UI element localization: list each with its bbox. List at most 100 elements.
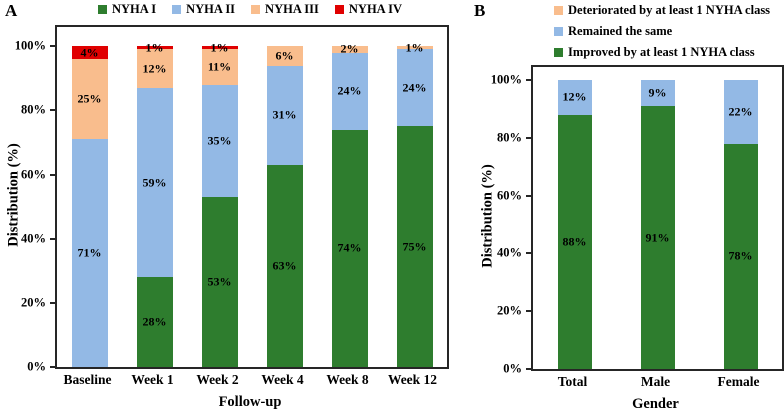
bar-segment-value-label: 31%	[272, 107, 297, 122]
legend-item: NYHA IV	[334, 2, 402, 17]
bar-segment-value-label: 35%	[207, 133, 232, 148]
plot-scale: 0% 20% 40% 60% 80% 100% 88% 12% 91% 9% 78% 22%	[491, 73, 782, 376]
bar-segment-value-label: 74%	[337, 240, 362, 255]
bar-segment: 12%	[557, 80, 592, 115]
panel-b-letter: B	[474, 1, 486, 20]
bar-segment: 6%	[266, 46, 303, 66]
y-axis-tick	[526, 79, 533, 82]
legend-item: NYHA III	[251, 2, 319, 17]
bar-segment-value-label: 22%	[728, 104, 753, 119]
stacked-bar-week-8: 74% 24% 2%	[331, 42, 368, 367]
x-category-label: Female	[718, 374, 760, 390]
y-axis-tick	[526, 194, 533, 197]
x-category-text: Female	[717, 374, 760, 389]
stacked-bar-total: 88% 12%	[557, 80, 592, 369]
panel-b-legend: Deteriorated by at least 1 NYHA class Rem…	[554, 3, 770, 60]
x-category-text: Week 2	[196, 372, 239, 387]
panel-a-plot-area: 0% 20% 40% 60% 80% 100% 71% 25% 4% 28% 59% 12% 1% 53%…	[15, 25, 449, 374]
bar-segment-value-label: 75%	[402, 239, 427, 254]
legend-swatch-icon	[554, 27, 563, 36]
y-tick-label: 60%	[21, 167, 46, 182]
legend-label: NYHA I	[111, 2, 157, 16]
x-category-text: Total	[557, 374, 588, 389]
y-tick-label: 60%	[497, 188, 522, 203]
bar-segment-value-label: 71%	[77, 245, 102, 260]
panel-b-y-axis-title: Distribution (%)	[479, 164, 496, 268]
x-category-text: Week 1	[131, 372, 174, 387]
bar-segment-value-label: 1%	[405, 40, 424, 55]
stacked-bar-female: 78% 22%	[723, 80, 758, 369]
legend-swatch-icon	[554, 6, 563, 15]
bar-segment-value-label: 28%	[142, 314, 167, 329]
stacked-bar-week-1: 28% 59% 12% 1%	[136, 40, 173, 367]
bar-segment-value-label: 91%	[645, 230, 670, 245]
bar-segment: 11%	[201, 49, 238, 85]
bar-segment: 9%	[640, 80, 675, 107]
panel-a-x-axis-title: Follow-up	[218, 394, 282, 410]
bar-segment: 91%	[640, 106, 675, 369]
y-axis-tick	[526, 252, 533, 255]
bar-segment: 24%	[331, 52, 368, 130]
legend-swatch-icon	[97, 5, 107, 14]
bar-segment: 59%	[136, 87, 173, 278]
x-category-text: Week 8	[326, 372, 369, 387]
y-tick-label: 100%	[14, 38, 46, 53]
legend-item: NYHA I	[97, 2, 157, 17]
y-tick-label: 100%	[490, 72, 522, 87]
bar-segment: 53%	[201, 197, 238, 367]
x-category-label: Week 2	[196, 372, 238, 388]
bar-segment: 12%	[136, 49, 173, 88]
bar-segment-value-label: 11%	[207, 59, 232, 74]
bars-group: 71% 25% 4% 28% 59% 12% 1% 53% 35% 11% 1% 63% 31% 6% 74…	[57, 40, 447, 367]
y-tick-label: 0%	[503, 361, 522, 376]
x-category-label: Total	[556, 374, 590, 390]
bar-segment-value-label: 1%	[145, 40, 164, 55]
bar-segment: 63%	[266, 164, 303, 367]
panel-a-legend: NYHA I NYHA II NYHA III NYHA IV	[55, 2, 445, 17]
y-tick-label: 40%	[21, 231, 46, 246]
y-tick-label: 80%	[21, 102, 46, 117]
y-axis-tick	[526, 310, 533, 313]
panel-b-category-labels: Total Male Female	[531, 374, 780, 390]
y-tick-label: 0%	[27, 359, 46, 374]
y-tick-label: 80%	[497, 130, 522, 145]
y-tick-label: 20%	[21, 295, 46, 310]
bar-segment-value-label: 78%	[728, 248, 753, 263]
bar-segment: 74%	[331, 129, 368, 367]
bar-segment: 71%	[71, 139, 108, 367]
x-category-label: Male	[639, 374, 673, 390]
y-axis-tick	[50, 366, 57, 368]
y-tick-label: 20%	[497, 303, 522, 318]
x-category-text: Week 4	[261, 372, 304, 387]
bar-segment: 22%	[723, 80, 758, 144]
legend-label: Improved by at least 1 NYHA class	[568, 45, 755, 59]
bar-segment-value-label: 6%	[275, 48, 294, 63]
legend-label: Remained the same	[568, 24, 673, 38]
legend-label: NYHA II	[186, 2, 236, 16]
x-category-text: Baseline	[63, 372, 112, 387]
legend-label: Deteriorated by at least 1 NYHA class	[568, 3, 771, 17]
x-category-label: Week 1	[131, 372, 173, 388]
bar-segment: 78%	[723, 143, 758, 369]
y-axis-tick	[50, 109, 57, 112]
panel-b-x-axis-title: Gender	[632, 396, 679, 412]
plot-scale: 0% 20% 40% 60% 80% 100% 71% 25% 4% 28% 59% 12% 1% 53%…	[15, 39, 447, 374]
bar-segment: 1%	[201, 40, 238, 54]
bar-segment-value-label: 2%	[340, 41, 359, 56]
bar-segment: 75%	[396, 126, 433, 367]
x-category-label: Baseline	[64, 372, 112, 388]
y-axis-tick	[50, 173, 57, 176]
bar-segment: 35%	[201, 84, 238, 198]
panel-a-letter: A	[5, 1, 18, 20]
panel-b-plot-area: 0% 20% 40% 60% 80% 100% 88% 12% 91% 9% 78% 22%	[491, 65, 784, 376]
panel-a-y-axis-title: Distribution (%)	[5, 143, 22, 247]
stacked-bar-week-12: 75% 24% 1%	[396, 40, 433, 367]
y-tick-label: 40%	[497, 245, 522, 260]
bar-segment-value-label: 53%	[207, 274, 232, 289]
bar-segment-value-label: 12%	[562, 89, 587, 104]
stacked-bar-male: 91% 9%	[640, 80, 675, 369]
x-category-label: Week 8	[326, 372, 368, 388]
bar-segment: 24%	[396, 49, 433, 127]
stacked-bar-week-2: 53% 35% 11% 1%	[201, 40, 238, 367]
